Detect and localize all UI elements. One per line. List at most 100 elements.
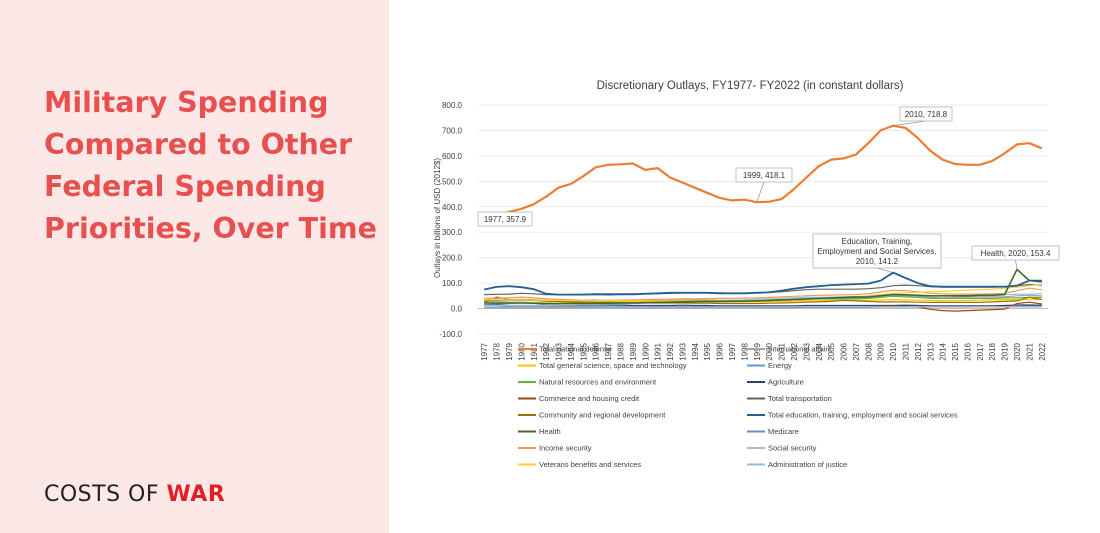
annotation-box: [477, 211, 533, 227]
x-tick-label: 2008: [864, 342, 873, 360]
x-tick-label: 1995: [703, 342, 712, 360]
annotation-label: Health, 2020, 153.4: [981, 249, 1051, 258]
x-tick-label: 2018: [988, 342, 997, 360]
x-tick-label: 2014: [939, 342, 948, 360]
annotation-box: [899, 106, 953, 122]
costs-of-war-logo: COSTS OF WAR: [44, 482, 225, 507]
annotations: 1977, 357.9 1999, 418.1 2010, 718.8 Educati…: [477, 106, 1060, 273]
x-tick-label: 1992: [666, 342, 675, 360]
annotation-label: Education, Training,: [842, 237, 913, 246]
legend-label: Social security: [768, 444, 817, 453]
x-tick-label: 2015: [951, 342, 960, 360]
series-line: [484, 271, 1042, 296]
annotation-label: 2010, 141.2: [856, 257, 899, 266]
x-tick-label: 1979: [505, 342, 514, 360]
logo-text-part1: COSTS OF: [44, 482, 167, 507]
legend-label: Total national defense: [539, 345, 612, 354]
legend-label: Energy: [768, 361, 792, 370]
chart-title: Discretionary Outlays, FY1977- FY2022 (i…: [597, 80, 904, 92]
x-tick-label: 1984: [567, 342, 576, 360]
annotation-label: 1999, 418.1: [743, 171, 786, 180]
x-tick-label: 2012: [914, 342, 923, 360]
x-tick-label: 1999: [753, 342, 762, 360]
annotation-leader: [893, 120, 927, 126]
x-tick-label: 1997: [728, 342, 737, 360]
y-tick-label: 700.0: [442, 126, 463, 135]
annotation-label: Employment and Social Services,: [817, 247, 936, 256]
x-tick-label: 1983: [555, 342, 564, 360]
headline-line: Military Spending: [44, 86, 329, 119]
legend: Total national defense International affa…: [518, 345, 958, 469]
annotation-box: [812, 233, 942, 269]
x-tick-label: 2022: [1038, 342, 1047, 360]
series-lines: [483, 124, 1043, 312]
series-line: [483, 296, 1042, 305]
legend-label: Total transportation: [768, 394, 832, 403]
x-tick-label: 1986: [592, 342, 601, 360]
y-axis-label: Outlays in billions of USD (2012$): [433, 158, 442, 278]
headline-line: Federal Spending: [44, 170, 326, 203]
x-tick-label: 1989: [629, 342, 638, 360]
x-tick-label: 1982: [542, 342, 551, 360]
legend-label: Total general science, space and technol…: [539, 361, 687, 370]
x-tick-label: 1980: [517, 342, 526, 360]
x-tick-label: 1981: [530, 342, 539, 360]
annotation-label: 1977, 357.9: [484, 215, 527, 224]
headline-line: Compared to Other: [44, 128, 353, 161]
legend-label: Community and regional development: [539, 411, 666, 420]
legend-label: Veterans benefits and services: [539, 460, 641, 469]
x-tick-label: 2020: [1013, 342, 1022, 360]
x-tick-label: 2000: [765, 342, 774, 360]
x-tick-label: 2009: [877, 342, 886, 360]
x-tick-label: 1990: [641, 342, 650, 360]
legend-label: International affairs: [768, 345, 832, 354]
y-tick-label: 0.0: [451, 305, 463, 314]
legend-label: Natural resources and environment: [539, 378, 657, 387]
y-tick-label: 300.0: [442, 228, 463, 237]
x-tick-label: 2021: [1025, 342, 1034, 360]
x-tick-label: 2001: [778, 342, 787, 360]
x-axis-ticks: 1977 1978 1979 1980 1981 1982 1983 1984 1985 1986…: [480, 342, 1047, 360]
x-tick-label: 2010: [889, 342, 898, 360]
headline-line: Priorities, Over Time: [44, 212, 377, 245]
x-tick-label: 1998: [740, 342, 749, 360]
x-tick-label: 2006: [840, 342, 849, 360]
x-tick-label: 2004: [815, 342, 824, 360]
series-line: [484, 287, 1042, 301]
x-tick-label: 1996: [716, 342, 725, 360]
y-tick-label: 500.0: [442, 177, 463, 186]
x-tick-label: 2007: [852, 342, 861, 360]
x-tick-label: 1991: [654, 342, 663, 360]
y-tick-label: 200.0: [442, 254, 463, 263]
x-tick-label: 2002: [790, 342, 799, 360]
annotation-box: [735, 167, 793, 183]
x-tick-label: 2017: [976, 342, 985, 360]
x-tick-label: 1988: [617, 342, 626, 360]
x-tick-label: 2011: [902, 342, 911, 360]
x-tick-label: 1993: [678, 342, 687, 360]
y-tick-label: 400.0: [442, 203, 463, 212]
annotation-leader: [1015, 259, 1018, 270]
headline: Military Spending Compared to Other Fede…: [44, 82, 384, 250]
y-tick-label: 100.0: [442, 279, 463, 288]
series-line: [484, 268, 1042, 305]
legend-label: Health: [539, 427, 561, 436]
y-tick-label: 600.0: [442, 152, 463, 161]
line-chart: Discretionary Outlays, FY1977- FY2022 (i…: [433, 80, 1060, 469]
annotation-label: 2010, 718.8: [905, 110, 948, 119]
logo-text-part2: WAR: [166, 482, 226, 507]
x-tick-label: 1977: [480, 342, 489, 360]
legend-label: Administration of justice: [768, 460, 847, 469]
x-tick-label: 1978: [493, 342, 502, 360]
legend-label: Total education, training, employment an…: [768, 411, 958, 420]
x-tick-label: 2013: [926, 342, 935, 360]
annotation-leader: [876, 267, 894, 273]
x-tick-label: 1987: [604, 342, 613, 360]
y-axis-ticks: -100.0 0.0 100.0 200.0 300.0 400.0 500.0 600.0 7…: [439, 101, 462, 339]
x-tick-label: 2019: [1001, 342, 1010, 360]
x-tick-label: 2005: [827, 342, 836, 360]
series-line: [483, 124, 1043, 219]
annotation-leader: [756, 181, 765, 203]
x-tick-label: 2003: [802, 342, 811, 360]
legend-label: Medicare: [768, 427, 799, 436]
